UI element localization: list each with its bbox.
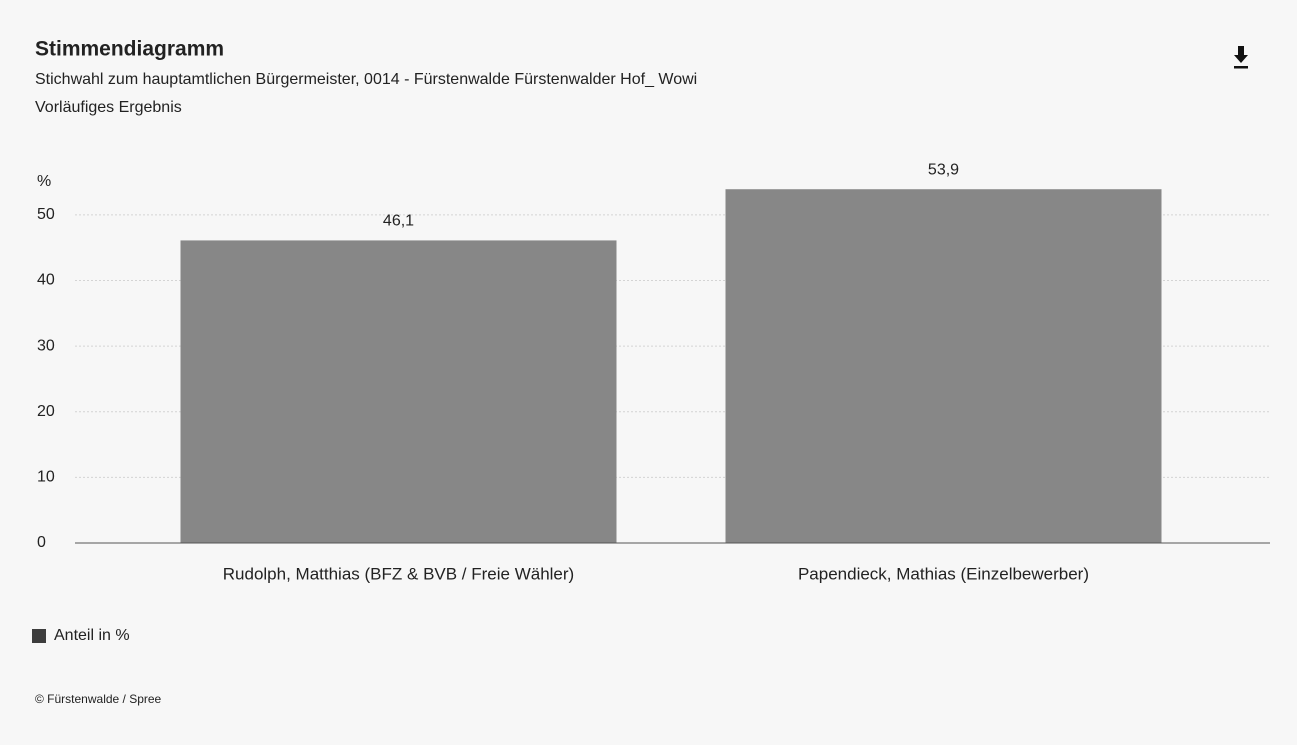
credit: © Fürstenwalde / Spree	[35, 692, 162, 706]
y-tick-label: 40	[37, 272, 55, 289]
y-axis-label: %	[37, 173, 51, 190]
chart-note: Vorläufiges Ergebnis	[35, 99, 182, 116]
y-tick-label: 30	[37, 337, 55, 354]
download-button[interactable]	[1234, 46, 1248, 69]
value-label: 46,1	[383, 213, 414, 230]
legend-label: Anteil in %	[54, 627, 130, 644]
y-tick-label: 10	[37, 469, 55, 486]
bar	[180, 240, 617, 543]
legend-marker	[32, 629, 46, 643]
chart-title: Stimmendiagramm	[35, 38, 224, 61]
download-icon-stem	[1238, 46, 1244, 55]
download-icon-arrow	[1234, 55, 1248, 63]
bar	[725, 189, 1162, 543]
y-tick-label: 50	[37, 206, 55, 223]
download-icon-base	[1234, 66, 1248, 69]
x-tick-label: Rudolph, Matthias (BFZ & BVB / Freie Wäh…	[223, 564, 574, 583]
y-tick-label: 20	[37, 403, 55, 420]
x-tick-label: Papendieck, Mathias (Einzelbewerber)	[798, 564, 1089, 583]
chart-subtitle: Stichwahl zum hauptamtlichen Bürgermeist…	[35, 71, 697, 88]
value-label: 53,9	[928, 161, 959, 178]
y-tick-label: 0	[37, 534, 46, 551]
